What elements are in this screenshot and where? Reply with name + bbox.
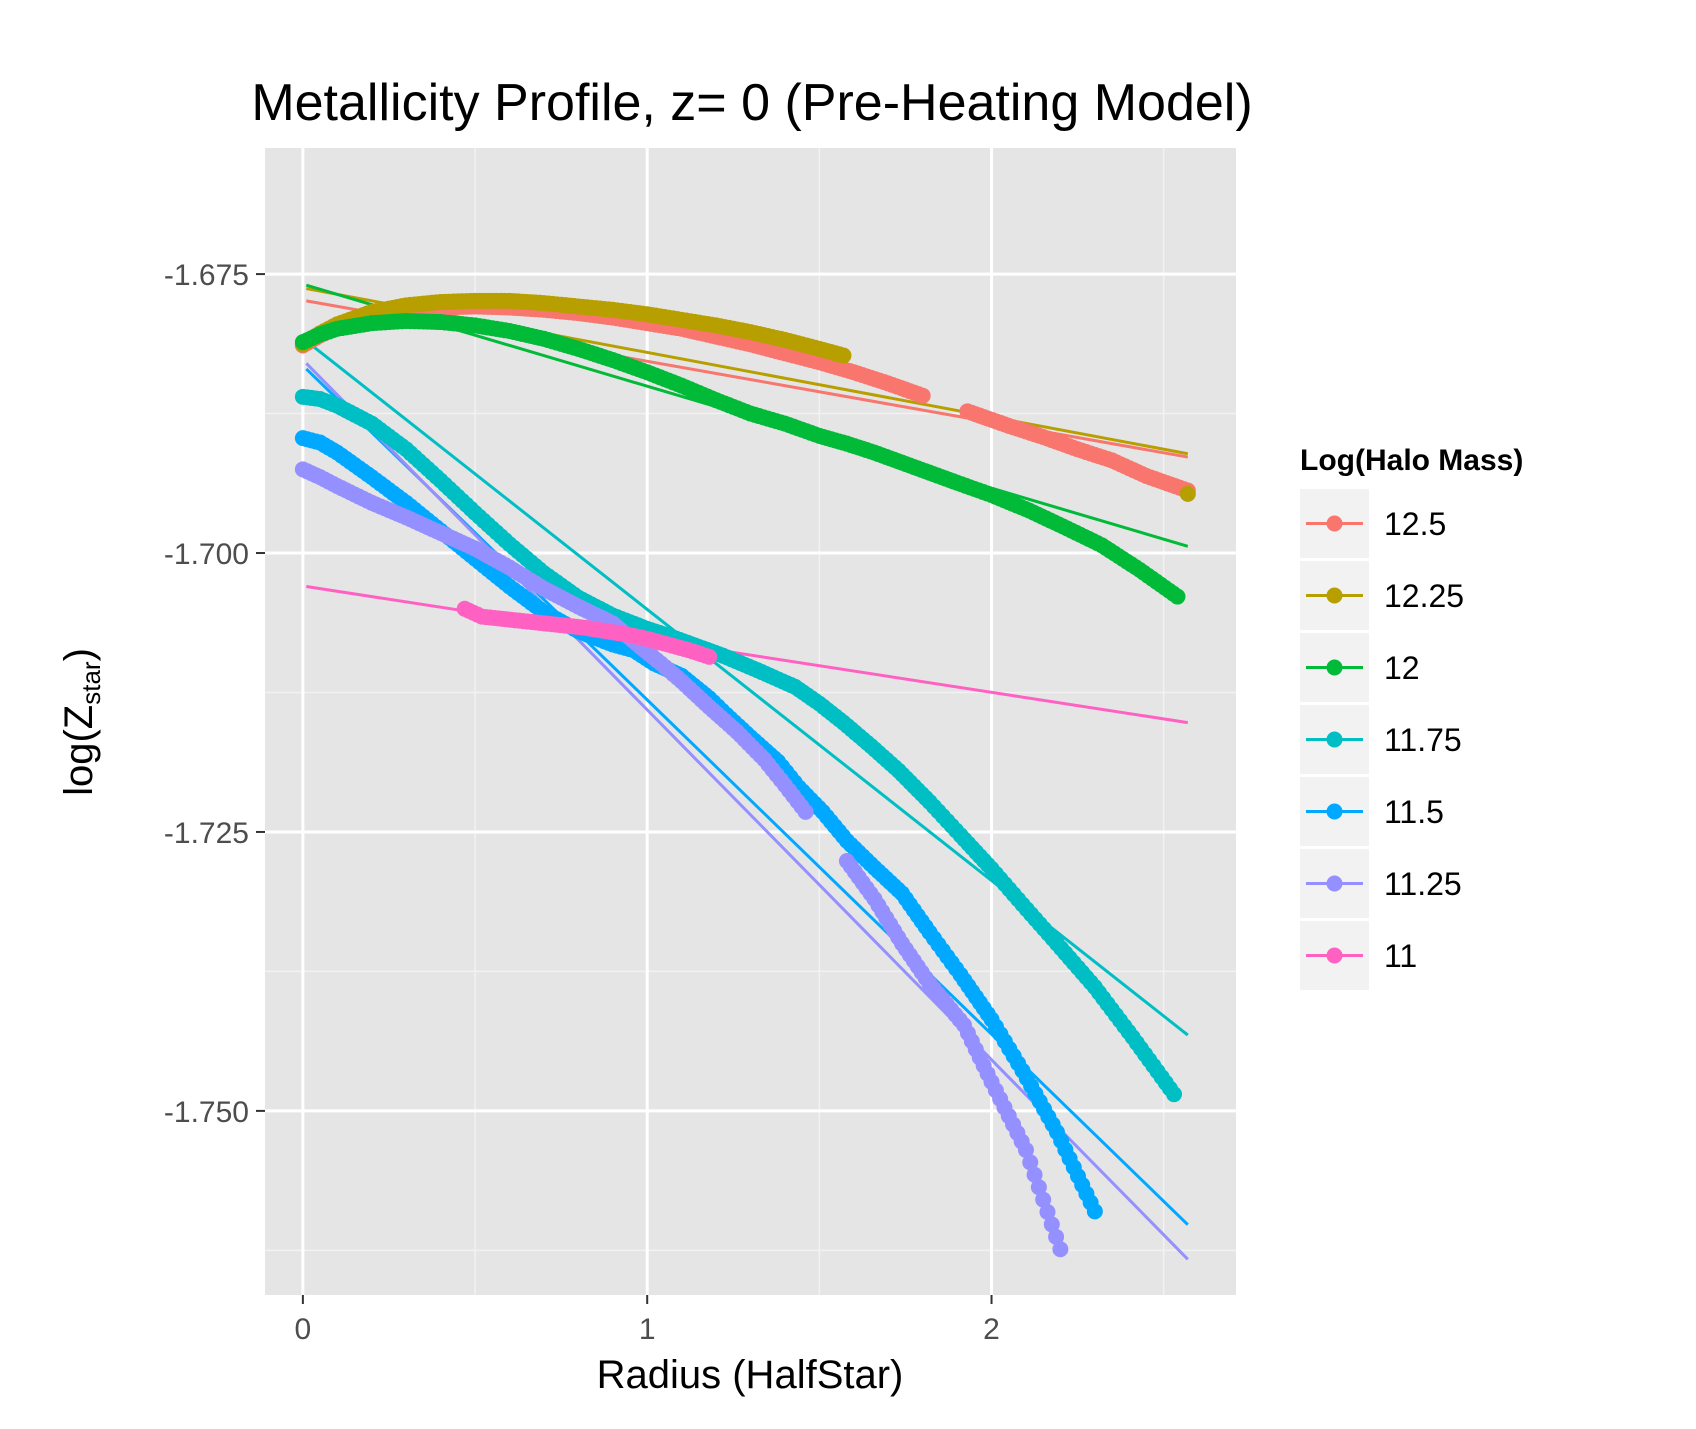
legend-label: 12.25 — [1384, 578, 1464, 614]
point-11-25 — [1026, 1166, 1043, 1183]
y-axis-title-suffix: ) — [57, 648, 101, 661]
y-tick-label: -1.675 — [164, 259, 249, 292]
legend-key-point — [1326, 659, 1343, 676]
y-axis-title-prefix: log(Z — [57, 705, 101, 796]
point-12 — [1169, 588, 1186, 605]
point-11-25 — [1043, 1216, 1060, 1233]
legend-label: 11.5 — [1384, 794, 1444, 830]
data-points — [294, 292, 1196, 1258]
point-11-25 — [797, 803, 814, 820]
point-11-5 — [1086, 1203, 1103, 1220]
point-11-25 — [1048, 1228, 1065, 1245]
y-tick-label: -1.725 — [164, 817, 249, 850]
x-tick-label: 1 — [639, 1313, 656, 1346]
legend-key-point — [1326, 731, 1343, 748]
point-12-5 — [914, 387, 931, 404]
legend-key-point — [1326, 803, 1343, 820]
fit-line-11 — [306, 585, 1189, 725]
legend-label: 11.25 — [1384, 866, 1462, 902]
point-11-25 — [1052, 1241, 1069, 1258]
legend-key-point — [1326, 515, 1343, 532]
legend-label: 11.75 — [1384, 722, 1462, 758]
legend-items: 12.5 12.25 12 11.75 11.5 11.25 11 — [1300, 489, 1464, 990]
point-11-25 — [1022, 1154, 1039, 1171]
point-12-25 — [835, 347, 852, 364]
point-11-25 — [1039, 1204, 1056, 1221]
point-11-25 — [1017, 1141, 1034, 1158]
point-11-75 — [1166, 1086, 1183, 1103]
y-axis-title-subscript: star — [76, 661, 106, 705]
y-axis-title: log(Zstar) — [57, 648, 106, 796]
legend: Log(Halo Mass) 12.5 12.25 12 11.75 11.5 11.25… — [1300, 444, 1523, 990]
y-tick-label: -1.700 — [164, 538, 249, 571]
point-11-25 — [1035, 1191, 1052, 1208]
x-axis: 0 1 2 — [295, 1295, 1000, 1346]
x-tick-label: 0 — [295, 1313, 312, 1346]
legend-title: Log(Halo Mass) — [1300, 444, 1523, 477]
x-axis-title: Radius (HalfStar) — [597, 1353, 904, 1397]
point-11 — [701, 648, 718, 665]
y-tick-label: -1.750 — [164, 1096, 249, 1129]
y-axis: -1.675 -1.700 -1.725 -1.750 — [164, 259, 265, 1129]
x-tick-label: 2 — [983, 1313, 1000, 1346]
legend-label: 12 — [1384, 650, 1420, 686]
chart-title: Metallicity Profile, z= 0 (Pre-Heating M… — [251, 74, 1252, 132]
point-11-25 — [1030, 1179, 1047, 1196]
legend-key-point — [1326, 875, 1343, 892]
point-12-25 — [1179, 485, 1196, 502]
legend-label: 12.5 — [1384, 506, 1446, 542]
legend-key-point — [1326, 587, 1343, 604]
legend-key-point — [1326, 947, 1343, 964]
legend-label: 11 — [1384, 938, 1417, 974]
